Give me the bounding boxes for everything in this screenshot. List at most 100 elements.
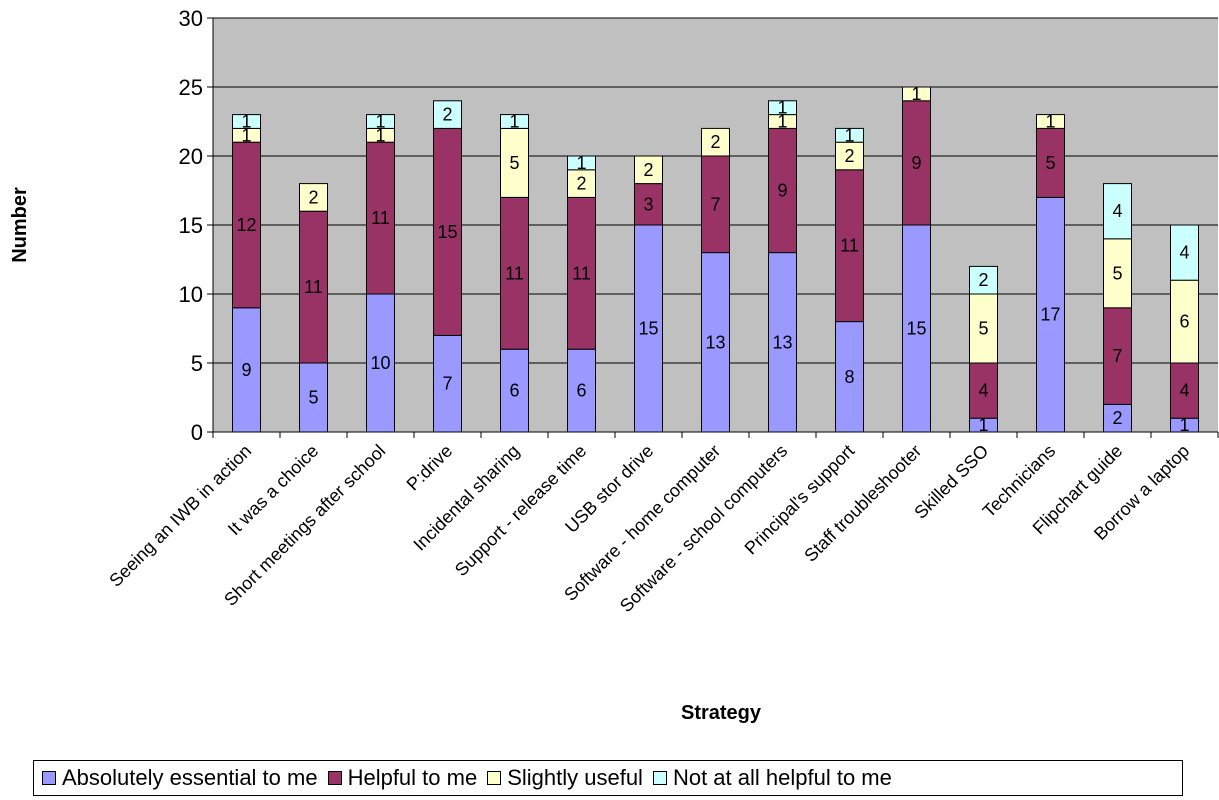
bar-segment (567, 348, 596, 433)
data-label: 1 (844, 125, 854, 145)
bar-segment (1170, 224, 1199, 281)
data-label: 9 (911, 153, 921, 173)
data-label: 3 (643, 194, 653, 214)
data-label: 1 (1045, 112, 1055, 132)
legend-swatch (42, 771, 56, 785)
data-label: 15 (437, 222, 457, 242)
data-label: 1 (777, 98, 787, 118)
y-tick-label: 10 (179, 282, 203, 307)
bar-segment (701, 127, 730, 157)
data-label: 5 (308, 388, 318, 408)
legend-swatch (652, 771, 667, 785)
data-label: 4 (1112, 201, 1122, 221)
bar-segment (567, 155, 596, 171)
bar-segment (1103, 183, 1132, 240)
bar-segment (232, 141, 261, 309)
legend-label: Absolutely essential to me (62, 765, 318, 790)
data-label: 4 (1179, 243, 1189, 263)
bar-segment (634, 155, 663, 185)
data-label: 1 (241, 112, 251, 132)
legend-item: Slightly useful (487, 765, 643, 791)
bar-segment (768, 127, 797, 254)
bar-segment (299, 362, 328, 433)
data-label: 4 (1179, 381, 1189, 401)
bar-segment (232, 114, 261, 129)
data-label: 2 (576, 174, 586, 194)
bar-segment (1103, 307, 1132, 405)
data-label: 2 (643, 160, 653, 180)
data-label: 6 (576, 381, 586, 401)
data-label: 1 (777, 112, 787, 132)
data-label: 7 (442, 374, 452, 394)
data-label: 1 (241, 125, 251, 145)
data-label: 6 (509, 381, 519, 401)
data-label: 2 (844, 146, 854, 166)
y-tick-label: 20 (179, 144, 203, 169)
data-label: 4 (978, 381, 988, 401)
data-label: 17 (1040, 305, 1060, 325)
bar-segment (902, 100, 931, 226)
data-label: 11 (840, 236, 859, 256)
data-label: 1 (375, 125, 385, 145)
data-label: 12 (236, 215, 256, 235)
data-label: 5 (509, 153, 519, 173)
y-tick-label: 30 (179, 6, 203, 31)
legend-label: Helpful to me (347, 765, 478, 790)
stacked-bar-chart: 9121151121011117152611516112115321372139… (9, 6, 1219, 724)
y-tick-label: 5 (191, 351, 203, 376)
y-tick-label: 15 (179, 213, 203, 238)
axes (212, 18, 1218, 438)
data-label: 13 (705, 332, 725, 352)
bar-segment (969, 293, 998, 364)
legend-item: Helpful to me (327, 765, 478, 791)
data-label: 11 (304, 277, 323, 297)
bar-segment (1036, 114, 1065, 129)
bar-segment (500, 348, 529, 433)
data-label: 13 (772, 332, 792, 352)
bar-segment (768, 100, 797, 116)
legend: Absolutely essential to me Helpful to me S… (33, 760, 1183, 796)
bar-segment (634, 224, 663, 433)
data-label: 2 (710, 132, 720, 152)
data-label: 1 (576, 153, 586, 173)
bar-segment (835, 127, 864, 143)
bar-segment (1170, 362, 1199, 419)
bar-segment (500, 114, 529, 129)
data-label: 10 (370, 353, 390, 373)
data-label: 2 (442, 105, 452, 125)
bar-segment (433, 100, 462, 129)
data-label: 2 (1112, 408, 1122, 428)
bar-segment (299, 210, 328, 364)
data-label: 7 (710, 194, 720, 214)
legend-swatch (487, 771, 502, 785)
data-label: 11 (505, 263, 524, 283)
data-label: 2 (308, 187, 318, 207)
bars: 9121151121011117152611516112115321372139… (232, 84, 1199, 435)
data-label: 2 (978, 270, 988, 290)
bar-segment (500, 127, 529, 198)
legend-item: Not at all helpful to me (652, 765, 892, 791)
data-label: 15 (638, 319, 658, 339)
y-axis-title: Number (9, 187, 31, 263)
data-label: 9 (777, 181, 787, 201)
bar-segment (232, 307, 261, 433)
data-label: 6 (1179, 312, 1189, 332)
y-tick-label: 0 (191, 420, 203, 445)
bar-segment (701, 252, 730, 433)
bar-segment (701, 155, 730, 254)
data-label: 5 (978, 319, 988, 339)
bar-segment (902, 86, 931, 102)
data-label: 1 (509, 112, 519, 132)
data-label: 9 (241, 360, 251, 380)
legend-label: Not at all helpful to me (672, 765, 892, 790)
data-label: 5 (1045, 153, 1055, 173)
data-label: 1 (1179, 415, 1189, 435)
data-label: 11 (371, 208, 390, 228)
data-label: 8 (844, 367, 854, 387)
data-label: 7 (1112, 346, 1122, 366)
bar-segment (1170, 279, 1199, 364)
bar-segment (500, 196, 529, 350)
bar-segment (768, 252, 797, 433)
data-label: 15 (906, 319, 926, 339)
